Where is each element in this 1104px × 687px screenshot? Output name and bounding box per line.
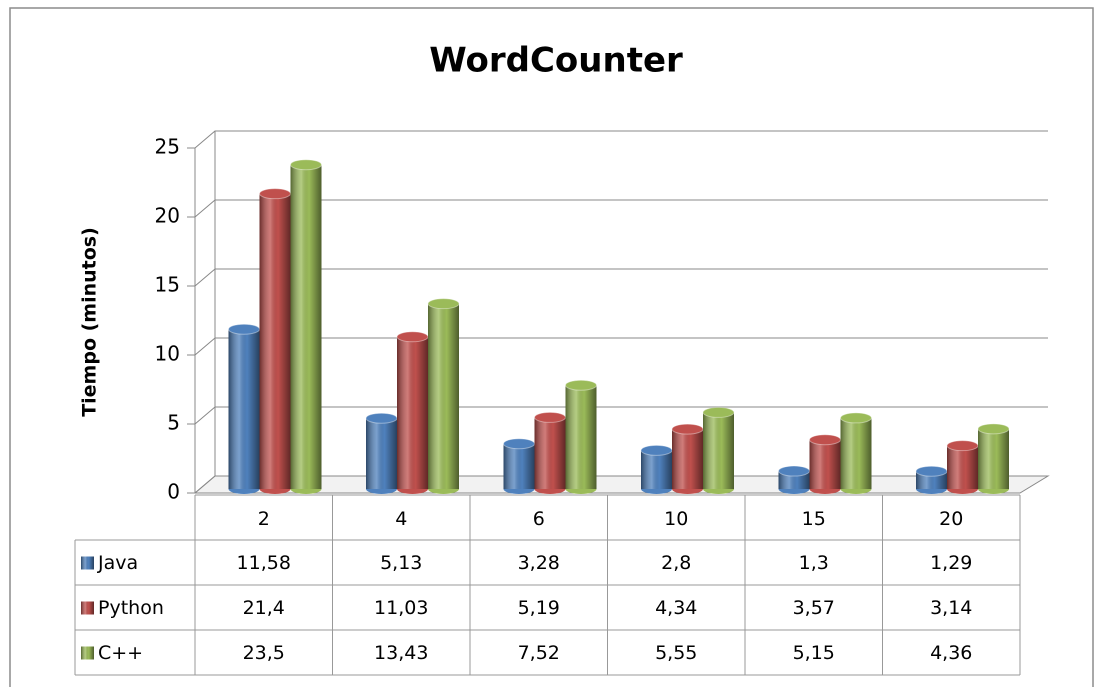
bar-shade: [228, 329, 260, 489]
bar-shade: [703, 412, 734, 489]
table-value: 2,8: [661, 552, 691, 574]
table-value: 11,03: [374, 597, 428, 619]
bar-shade: [290, 164, 322, 489]
chart-border: [9, 7, 1094, 687]
x-tick-label: 10: [664, 508, 688, 530]
bar-top: [840, 412, 872, 424]
table-value: 4,34: [655, 597, 697, 619]
bar-shade: [809, 439, 841, 489]
x-tick-label: 20: [939, 508, 963, 530]
table-value: 5,19: [518, 597, 560, 619]
table-value: 3,57: [793, 597, 835, 619]
chart-title: WordCounter: [429, 41, 683, 81]
table-value: 4,36: [930, 642, 972, 664]
bar-top: [534, 411, 566, 423]
y-tick-label: 0: [167, 480, 180, 504]
table-value: 7,52: [518, 642, 560, 664]
bar-top: [977, 423, 1010, 435]
x-tick-label: 4: [395, 508, 407, 530]
bar-top: [565, 379, 597, 391]
bar-top: [290, 159, 322, 171]
table-value: 23,5: [243, 642, 285, 664]
x-tick-label: 2: [258, 508, 270, 530]
grid-line: [194, 406, 1048, 425]
bar-shade: [397, 336, 428, 489]
grid-line: [194, 337, 1048, 356]
bar-top: [365, 412, 398, 424]
bar-top: [778, 465, 810, 477]
bar-shade: [672, 429, 703, 489]
legend-label: Java: [97, 552, 138, 574]
bar-shade: [947, 445, 978, 489]
table-value: 3,28: [518, 552, 560, 574]
table-value: 21,4: [243, 597, 285, 619]
bar-shade: [840, 417, 872, 489]
y-tick-label: 10: [155, 342, 180, 366]
bar-shade: [259, 193, 291, 489]
bar-top: [946, 440, 979, 452]
grid-line: [194, 475, 1048, 494]
bar-shade: [534, 417, 566, 489]
bar-top: [809, 434, 841, 446]
grid-line: [194, 199, 1048, 218]
bar-top: [228, 323, 260, 335]
grid-line: [194, 268, 1048, 287]
legend-label: Python: [98, 597, 164, 619]
bar-shade: [565, 385, 597, 489]
legend-label: C++: [98, 642, 143, 664]
bar-shade: [503, 443, 535, 489]
bar-top: [259, 188, 291, 200]
table-value: 1,3: [799, 552, 829, 574]
y-tick-label: 20: [155, 204, 180, 228]
legend-key-shade: [81, 556, 94, 570]
bar-top: [702, 406, 735, 418]
table-value: 3,14: [930, 597, 972, 619]
x-tick-label: 15: [802, 508, 826, 530]
bar-shade: [428, 303, 459, 489]
bar-shade: [978, 428, 1009, 489]
table-value: 5,15: [793, 642, 835, 664]
x-tick-label: 6: [533, 508, 545, 530]
y-tick-label: 15: [155, 273, 180, 297]
table-value: 13,43: [374, 642, 428, 664]
grid-line: [194, 130, 1048, 149]
bar-top: [640, 444, 673, 456]
table-value: 5,55: [655, 642, 697, 664]
bar-top: [427, 298, 460, 310]
bar-shade: [778, 471, 810, 489]
table-value: 1,29: [930, 552, 972, 574]
legend-key-shade: [81, 646, 94, 660]
legend-key-shade: [81, 601, 94, 615]
y-axis-label: Tiempo (minutos): [79, 227, 101, 417]
bar-top: [396, 331, 429, 343]
y-tick-label: 25: [155, 135, 180, 159]
bar-top: [503, 438, 535, 450]
bar-shade: [916, 471, 947, 489]
y-tick-label: 5: [167, 411, 180, 435]
table-value: 11,58: [237, 552, 291, 574]
bar-top: [671, 423, 704, 435]
bar-shade: [641, 450, 672, 489]
bar-top: [915, 465, 948, 477]
bar-shade: [366, 418, 397, 489]
table-value: 5,13: [380, 552, 422, 574]
